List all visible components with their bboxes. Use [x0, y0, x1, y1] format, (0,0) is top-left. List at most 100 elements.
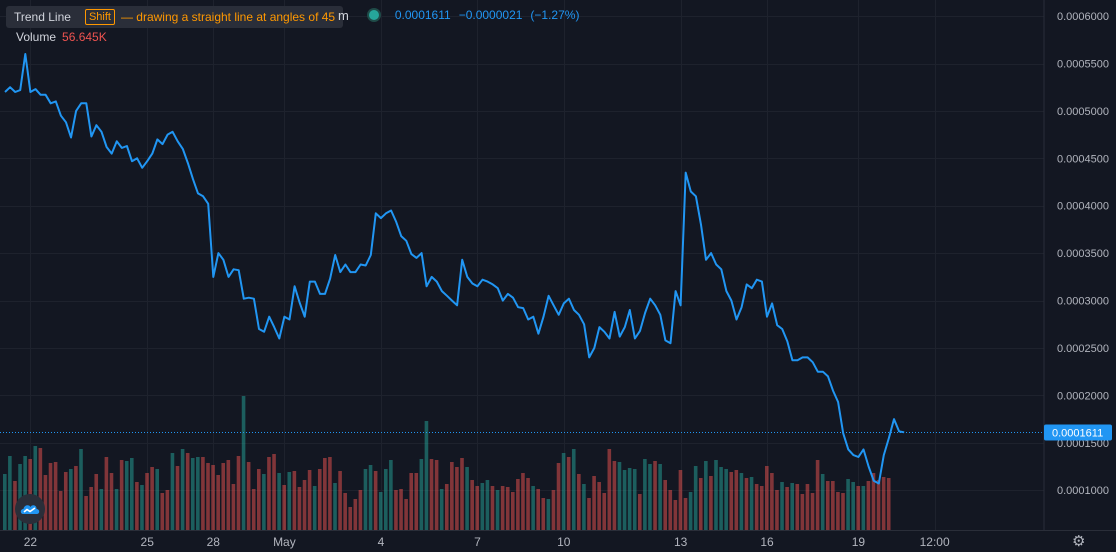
volume-bar: [617, 462, 622, 530]
shift-key-badge: Shift: [84, 9, 115, 25]
volume-bar: [43, 475, 48, 530]
volume-bar: [353, 499, 358, 530]
volume-bar: [384, 469, 388, 530]
gear-icon[interactable]: ⚙: [1072, 533, 1086, 550]
volume-legend[interactable]: Volume 56.645K: [16, 30, 107, 44]
volume-bar: [23, 456, 27, 530]
volume-bar: [226, 460, 231, 530]
volume-bar: [13, 481, 17, 530]
volume-bar: [328, 457, 332, 530]
price-tick-label: 0.0006000: [1057, 11, 1109, 23]
volume-bar: [338, 471, 342, 530]
volume-bar: [729, 472, 734, 530]
volume-bar: [201, 457, 205, 530]
volume-bar: [312, 486, 317, 530]
time-tick-label: 19: [852, 535, 866, 549]
time-axis[interactable]: 22 25 28 May 4 7 10 13 16 19 12:00: [24, 535, 950, 549]
volume-bar: [8, 456, 12, 530]
volume-bar: [206, 463, 210, 530]
volume-bar: [236, 456, 241, 530]
volume-bar: [511, 492, 515, 530]
volume-bar: [196, 457, 200, 530]
price-tick-label: 0.0001000: [1057, 485, 1109, 497]
volume-bar: [668, 490, 673, 530]
volume-bar: [663, 480, 667, 530]
volume-bar: [262, 474, 266, 530]
price-axis[interactable]: 0.0006000 0.0005500 0.0005000 0.0004500 0.00…: [1044, 11, 1112, 497]
volume-bar: [749, 477, 754, 530]
volume-bar: [175, 466, 180, 530]
volume-bar: [104, 457, 109, 530]
volume-bar: [836, 492, 840, 530]
volume-bar: [130, 458, 134, 530]
volume-bar: [693, 466, 698, 530]
volume-bar: [165, 490, 170, 530]
volume-bar: [704, 461, 708, 530]
volume-bar: [739, 473, 744, 530]
volume-bar: [38, 448, 43, 530]
volume-bar: [267, 457, 271, 530]
volume-bar: [241, 396, 246, 530]
volume-bar: [638, 494, 642, 530]
volume-bar: [119, 460, 124, 530]
volume-bar: [485, 480, 490, 530]
volume-bar: [571, 449, 576, 530]
volume-bar: [607, 449, 612, 530]
volume-bar: [246, 462, 251, 530]
price-tick-label: 0.0003000: [1057, 296, 1109, 308]
tool-hint: — drawing a straight line at angles of 4…: [120, 10, 336, 24]
volume-bar: [846, 479, 850, 530]
symbol-legend[interactable]: m 0.0001611 −0.0000021 (−1.27%): [338, 6, 587, 24]
volume-bar: [861, 486, 866, 530]
volume-bar: [33, 446, 38, 530]
volume-bar: [577, 474, 581, 530]
last-price: 0.0001611: [394, 8, 451, 22]
price-line-group: [4, 53, 905, 485]
volume-bar: [724, 469, 728, 530]
volume-bar: [211, 465, 215, 530]
last-price-badge: [1044, 424, 1112, 441]
price-tick-label: 0.0002000: [1057, 390, 1109, 402]
price-tick-label: 0.0005500: [1057, 59, 1109, 71]
volume-bar: [94, 474, 99, 530]
volume-bar: [58, 491, 63, 530]
volume-bar: [63, 472, 68, 530]
volume-bar: [429, 459, 434, 530]
volume-bar: [683, 498, 688, 530]
time-tick-label: May: [273, 535, 296, 549]
volume-bar: [805, 484, 810, 530]
time-tick-label: 25: [141, 535, 155, 549]
volume-bar: [546, 499, 551, 530]
volume-bar: [790, 483, 794, 530]
volume-bar: [287, 472, 292, 530]
volume-bar: [698, 478, 703, 530]
status-dot-icon: [368, 10, 379, 20]
volume-bar: [566, 457, 571, 530]
time-tick-label: 28: [207, 535, 221, 549]
volume-label: Volume: [16, 30, 57, 44]
volume-bar: [714, 460, 718, 530]
volume-bar: [556, 463, 561, 530]
volume-bar: [521, 473, 525, 530]
volume-bar: [688, 492, 693, 530]
volume-bar: [505, 487, 510, 530]
volume-bar: [582, 484, 586, 530]
volume-bar: [99, 489, 104, 530]
time-tick-label: 12:00: [920, 535, 950, 549]
volume-bar: [709, 476, 713, 530]
volume-bar: [810, 493, 815, 530]
volume-bar: [394, 490, 398, 530]
volume-bar: [627, 468, 632, 530]
volume-bar: [419, 459, 424, 530]
volume-bar: [185, 453, 190, 530]
volume-bar: [825, 481, 830, 530]
volume-bar: [602, 493, 607, 530]
volume-bar: [526, 478, 530, 530]
volume-bar: [643, 459, 647, 530]
volume-bar: [780, 482, 784, 530]
tradingview-logo-icon[interactable]: [15, 494, 45, 524]
price-tick-label: 0.0004000: [1057, 201, 1109, 213]
volume-bar: [277, 473, 281, 530]
drawing-tool-tooltip: Trend Line Shift — drawing a straight li…: [6, 6, 344, 28]
